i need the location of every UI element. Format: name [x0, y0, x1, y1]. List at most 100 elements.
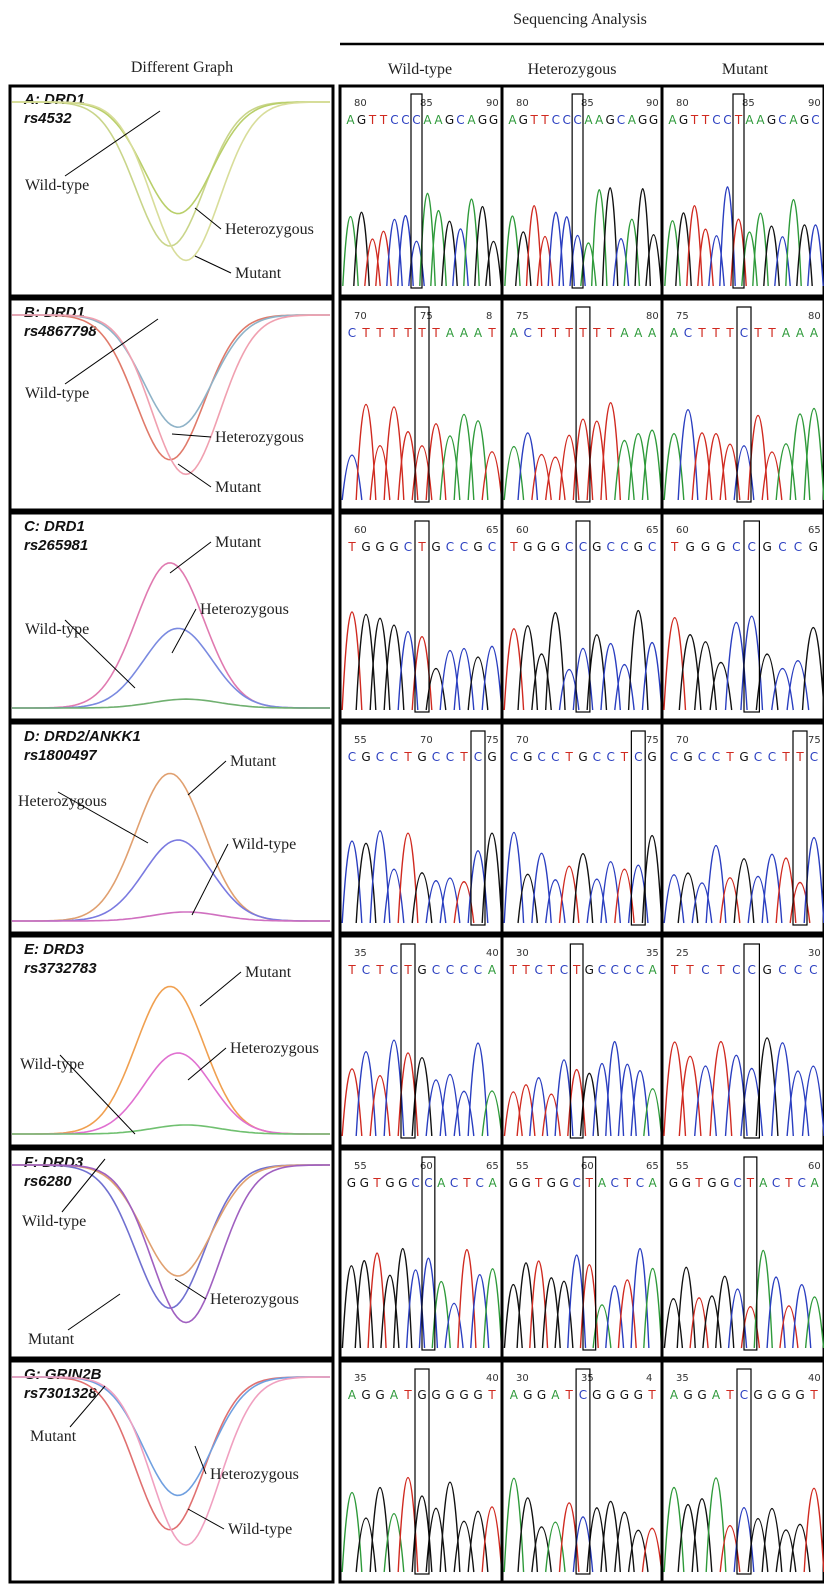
trace-peak — [529, 1077, 549, 1137]
trace-peak — [733, 858, 755, 924]
seq-frame — [660, 84, 824, 298]
position-number: 70 — [354, 311, 367, 322]
base-call: G — [523, 1388, 532, 1402]
position-number: 35 — [354, 1373, 367, 1384]
trace-peak — [517, 873, 539, 924]
base-call: G — [669, 1176, 678, 1190]
trace-peak — [786, 660, 810, 711]
position-number: 55 — [676, 1161, 689, 1172]
base-call: T — [809, 1388, 818, 1402]
trace-peak — [536, 235, 554, 287]
trace-peak — [517, 432, 539, 501]
base-call: C — [610, 1176, 618, 1190]
snp-box — [792, 730, 808, 926]
trace-peak — [439, 877, 461, 924]
position-number: 85 — [420, 98, 433, 109]
trace-peak — [516, 1084, 536, 1137]
base-call: G — [682, 1176, 691, 1190]
trace-peak — [641, 1527, 663, 1573]
curve-label: Heterozygous — [225, 221, 314, 238]
base-call: A — [745, 113, 754, 127]
base-call: C — [390, 963, 398, 977]
base-call: C — [740, 326, 748, 340]
trace-peak — [554, 1280, 574, 1349]
trace-peak — [614, 440, 635, 501]
position-number: 8 — [486, 311, 492, 322]
base-call: G — [809, 540, 818, 554]
base-call: G — [606, 1388, 615, 1402]
trace-peak — [663, 432, 685, 501]
base-call: T — [647, 1388, 656, 1402]
trace-peak — [627, 610, 649, 711]
snp-box — [736, 1368, 752, 1575]
panel-label: D: DRD2/ANKK1 — [24, 728, 141, 745]
trace-peak — [444, 1302, 464, 1349]
base-call: C — [620, 540, 628, 554]
base-call: G — [445, 113, 454, 127]
base-call: G — [762, 963, 771, 977]
panel-snp: rs265981 — [24, 537, 88, 554]
base-call: T — [578, 326, 587, 340]
base-call: C — [474, 750, 482, 764]
column-header: Wild-type — [388, 61, 452, 78]
base-call: C — [698, 750, 706, 764]
arrow — [194, 1445, 207, 1475]
base-call: C — [474, 963, 482, 977]
trace-peak — [517, 1497, 539, 1573]
trace-peak — [467, 656, 489, 711]
base-call: G — [489, 113, 498, 127]
trace-peak — [531, 653, 552, 711]
position-number: 70 — [516, 735, 529, 746]
trace-peak — [544, 879, 566, 924]
base-call: A — [510, 326, 519, 340]
trace-peak — [761, 451, 783, 501]
base-call: G — [537, 540, 546, 554]
seq-frame — [660, 511, 824, 722]
base-call: T — [795, 750, 804, 764]
trace-peak — [481, 645, 503, 711]
trace-peak — [605, 1285, 625, 1349]
trace-peak — [558, 669, 580, 711]
seq-frame — [660, 1147, 824, 1360]
snp-box — [410, 93, 423, 289]
base-call: T — [540, 113, 549, 127]
trace-peak — [453, 647, 475, 711]
trace-peak — [586, 878, 608, 924]
trace-peak — [425, 880, 447, 924]
trace-peak — [503, 1091, 523, 1137]
trace-peak — [453, 1090, 475, 1137]
base-call: T — [670, 540, 679, 554]
trace-peak — [779, 1305, 799, 1349]
base-call: C — [778, 963, 786, 977]
column-header: Different Graph — [131, 59, 233, 76]
base-call: C — [648, 540, 656, 554]
base-call: T — [716, 963, 725, 977]
position-number: 35 — [646, 948, 659, 959]
base-call: T — [565, 326, 574, 340]
snp-box — [630, 730, 646, 926]
base-call: C — [732, 963, 740, 977]
trace-peak — [663, 1041, 687, 1137]
arrow — [199, 971, 242, 1007]
melt-curve — [12, 1124, 330, 1135]
base-call: C — [810, 750, 818, 764]
base-call: T — [701, 113, 710, 127]
curve-label: Wild-type — [228, 1521, 292, 1538]
base-call: A — [756, 113, 765, 127]
curve-label: Heterozygous — [210, 1291, 299, 1308]
trace-peak — [747, 875, 769, 924]
trace-peak — [544, 612, 566, 711]
position-number: 80 — [354, 98, 367, 109]
trace-peak — [517, 625, 539, 711]
trace-peak — [503, 1283, 523, 1349]
base-call: C — [390, 750, 398, 764]
position-number: 75 — [646, 735, 659, 746]
melt-curve — [12, 1164, 330, 1324]
base-call: C — [560, 963, 568, 977]
base-call: C — [701, 963, 709, 977]
curve-label: Wild-type — [25, 385, 89, 402]
base-call: A — [628, 113, 637, 127]
melt-curve — [12, 911, 330, 922]
base-call: C — [732, 540, 740, 554]
